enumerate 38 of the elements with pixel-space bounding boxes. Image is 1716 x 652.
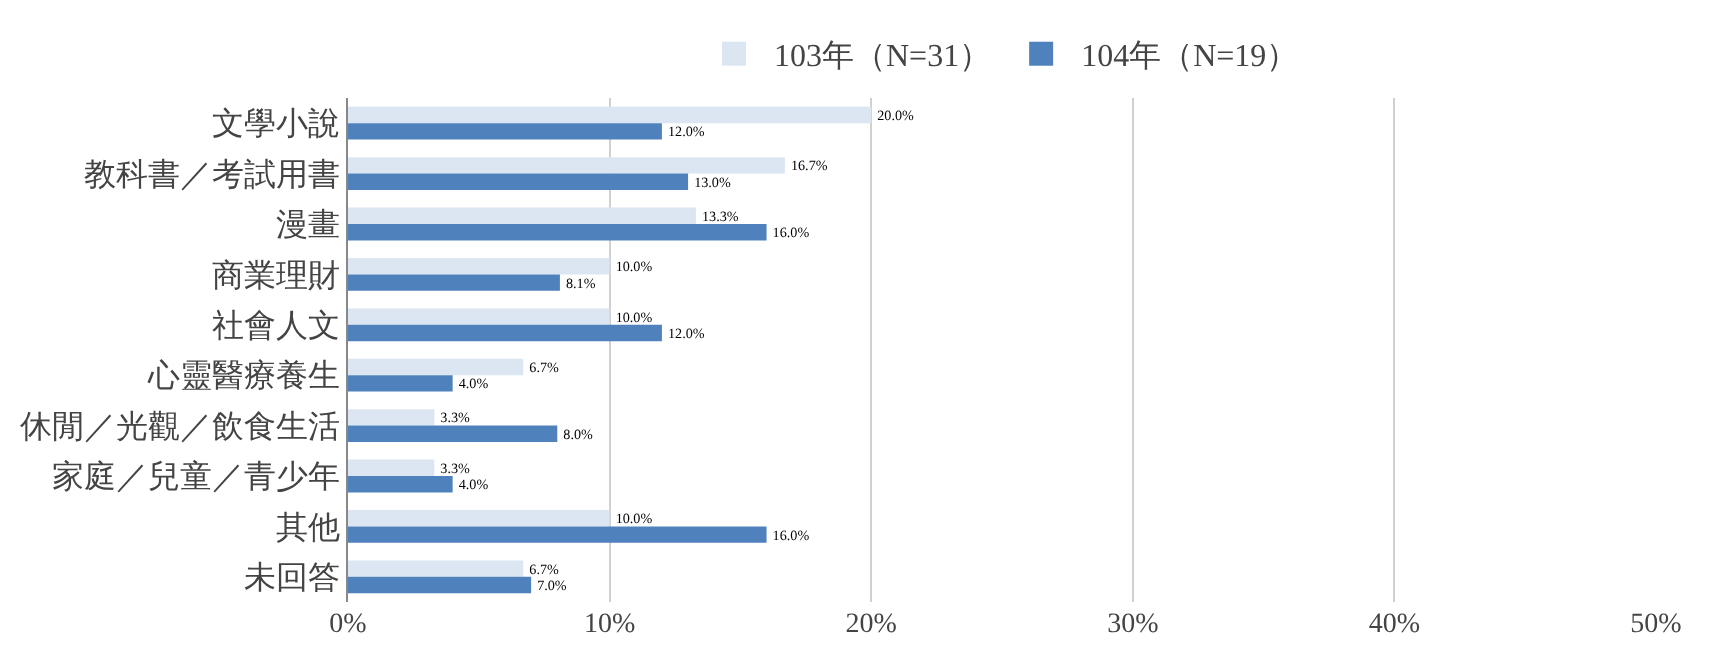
y-tick-label: 家庭／兒童／青少年 — [51, 459, 340, 496]
y-tick-label: 未回答 — [243, 560, 340, 596]
y-tick-label: 休閒／光觀／飲食生活 — [19, 408, 340, 445]
bar — [348, 476, 453, 493]
bar — [348, 324, 662, 342]
y-tick-label: 心靈醫療養生 — [145, 358, 340, 395]
bar — [348, 207, 696, 224]
y-tick-label: 社會人文 — [211, 308, 340, 344]
bar — [348, 425, 558, 442]
bar — [348, 274, 560, 291]
bar — [348, 258, 610, 275]
legend-label: 103年（N=31） — [774, 40, 992, 75]
bar — [348, 510, 610, 527]
bar — [348, 576, 532, 594]
x-tick-label: 20% — [845, 610, 898, 640]
bar — [348, 358, 524, 376]
bar — [348, 308, 610, 325]
bar — [348, 560, 524, 577]
y-tick-label: 教科書／考試用書 — [83, 156, 340, 193]
bar — [348, 106, 872, 124]
x-tick-label: 10% — [583, 610, 636, 640]
x-tick-label: 0% — [329, 610, 368, 640]
bar — [348, 157, 785, 174]
bar — [348, 409, 435, 426]
bar — [348, 459, 435, 476]
bar — [348, 375, 453, 392]
x-tick-label: 50% — [1630, 610, 1683, 640]
y-tick-label: 其他 — [275, 509, 340, 546]
y-tick-label: 漫畫 — [275, 207, 340, 244]
bar — [348, 173, 689, 190]
bar — [348, 123, 662, 140]
x-tick-label: 40% — [1368, 610, 1421, 640]
x-tick-label: 30% — [1107, 610, 1160, 640]
legend-label: 104年（N=19） — [1081, 40, 1299, 75]
y-tick-label: 文學小說 — [211, 106, 340, 143]
y-tick-label: 商業理財 — [211, 257, 340, 294]
bar — [348, 224, 767, 241]
bar — [348, 526, 767, 543]
